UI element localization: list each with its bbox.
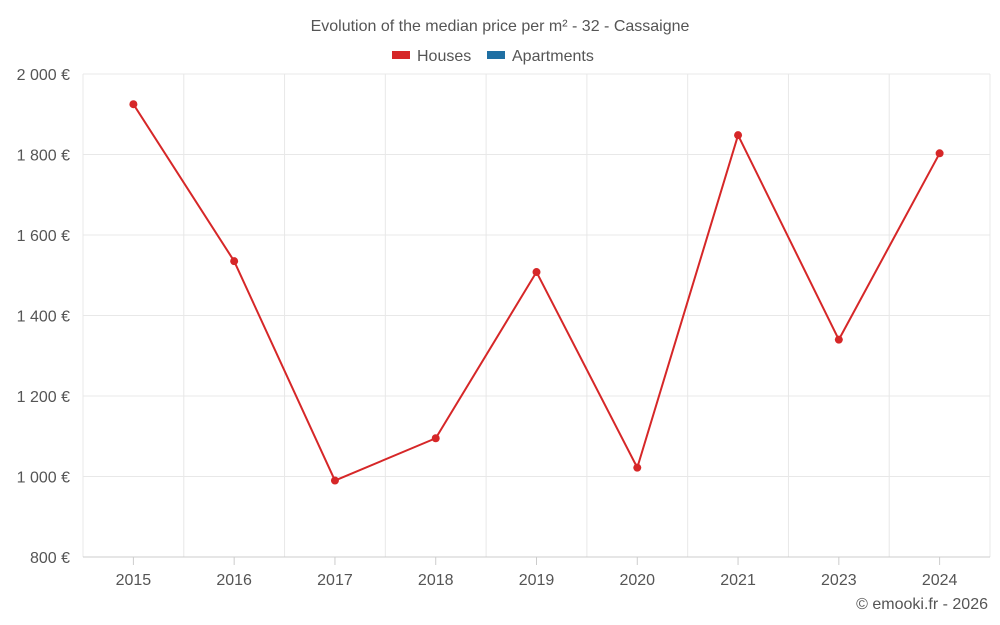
y-tick-label: 1 800 € [17,148,70,165]
legend-label-houses: Houses [417,48,471,65]
series-line-houses [132,103,941,482]
x-tick-label: 2021 [720,572,756,589]
y-tick-label: 1 200 € [17,389,70,406]
y-axis: 800 € 1 000 € 1 200 € 1 400 € 1 600 € 1 800 €… [17,67,70,567]
x-tick-label: 2017 [317,572,353,589]
data-point-houses-2015[interactable] [129,100,138,109]
legend-label-apartments: Apartments [512,48,594,65]
x-tick-label: 2020 [619,572,655,589]
chart-title: Evolution of the median price per m² - 3… [311,18,690,35]
y-tick-label: 1 400 € [17,309,70,326]
data-point-houses-2024[interactable] [935,149,944,158]
x-tick-label: 2015 [116,572,152,589]
x-tick-label: 2023 [821,572,857,589]
grid [82,73,991,557]
y-tick-label: 1 600 € [17,228,70,245]
legend-item-apartments[interactable]: Apartments [487,48,594,65]
y-tick-label: 2 000 € [17,67,70,84]
series-houses [129,100,944,485]
data-point-houses-2018[interactable] [431,434,440,443]
data-point-houses-2017[interactable] [330,476,339,485]
credit-text: © emooki.fr - 2026 [856,596,988,613]
legend-swatch-apartments [487,51,505,59]
data-point-houses-2023[interactable] [834,335,843,344]
x-tick-label: 2018 [418,572,454,589]
y-tick-label: 1 000 € [17,470,70,487]
legend-swatch-houses [392,51,410,59]
legend: Houses Apartments [392,48,594,65]
data-point-houses-2019[interactable] [532,268,541,277]
x-tick-label: 2024 [922,572,958,589]
y-tick-label: 800 € [30,550,70,567]
x-axis: 2015 2016 2017 2018 2019 2020 2021 2023 2024 [83,556,990,589]
x-tick-label: 2019 [519,572,555,589]
data-point-houses-2016[interactable] [230,257,239,266]
data-point-houses-2021[interactable] [734,131,743,140]
data-point-houses-2020[interactable] [633,463,642,472]
legend-item-houses[interactable]: Houses [392,48,471,65]
x-tick-label: 2016 [216,572,252,589]
